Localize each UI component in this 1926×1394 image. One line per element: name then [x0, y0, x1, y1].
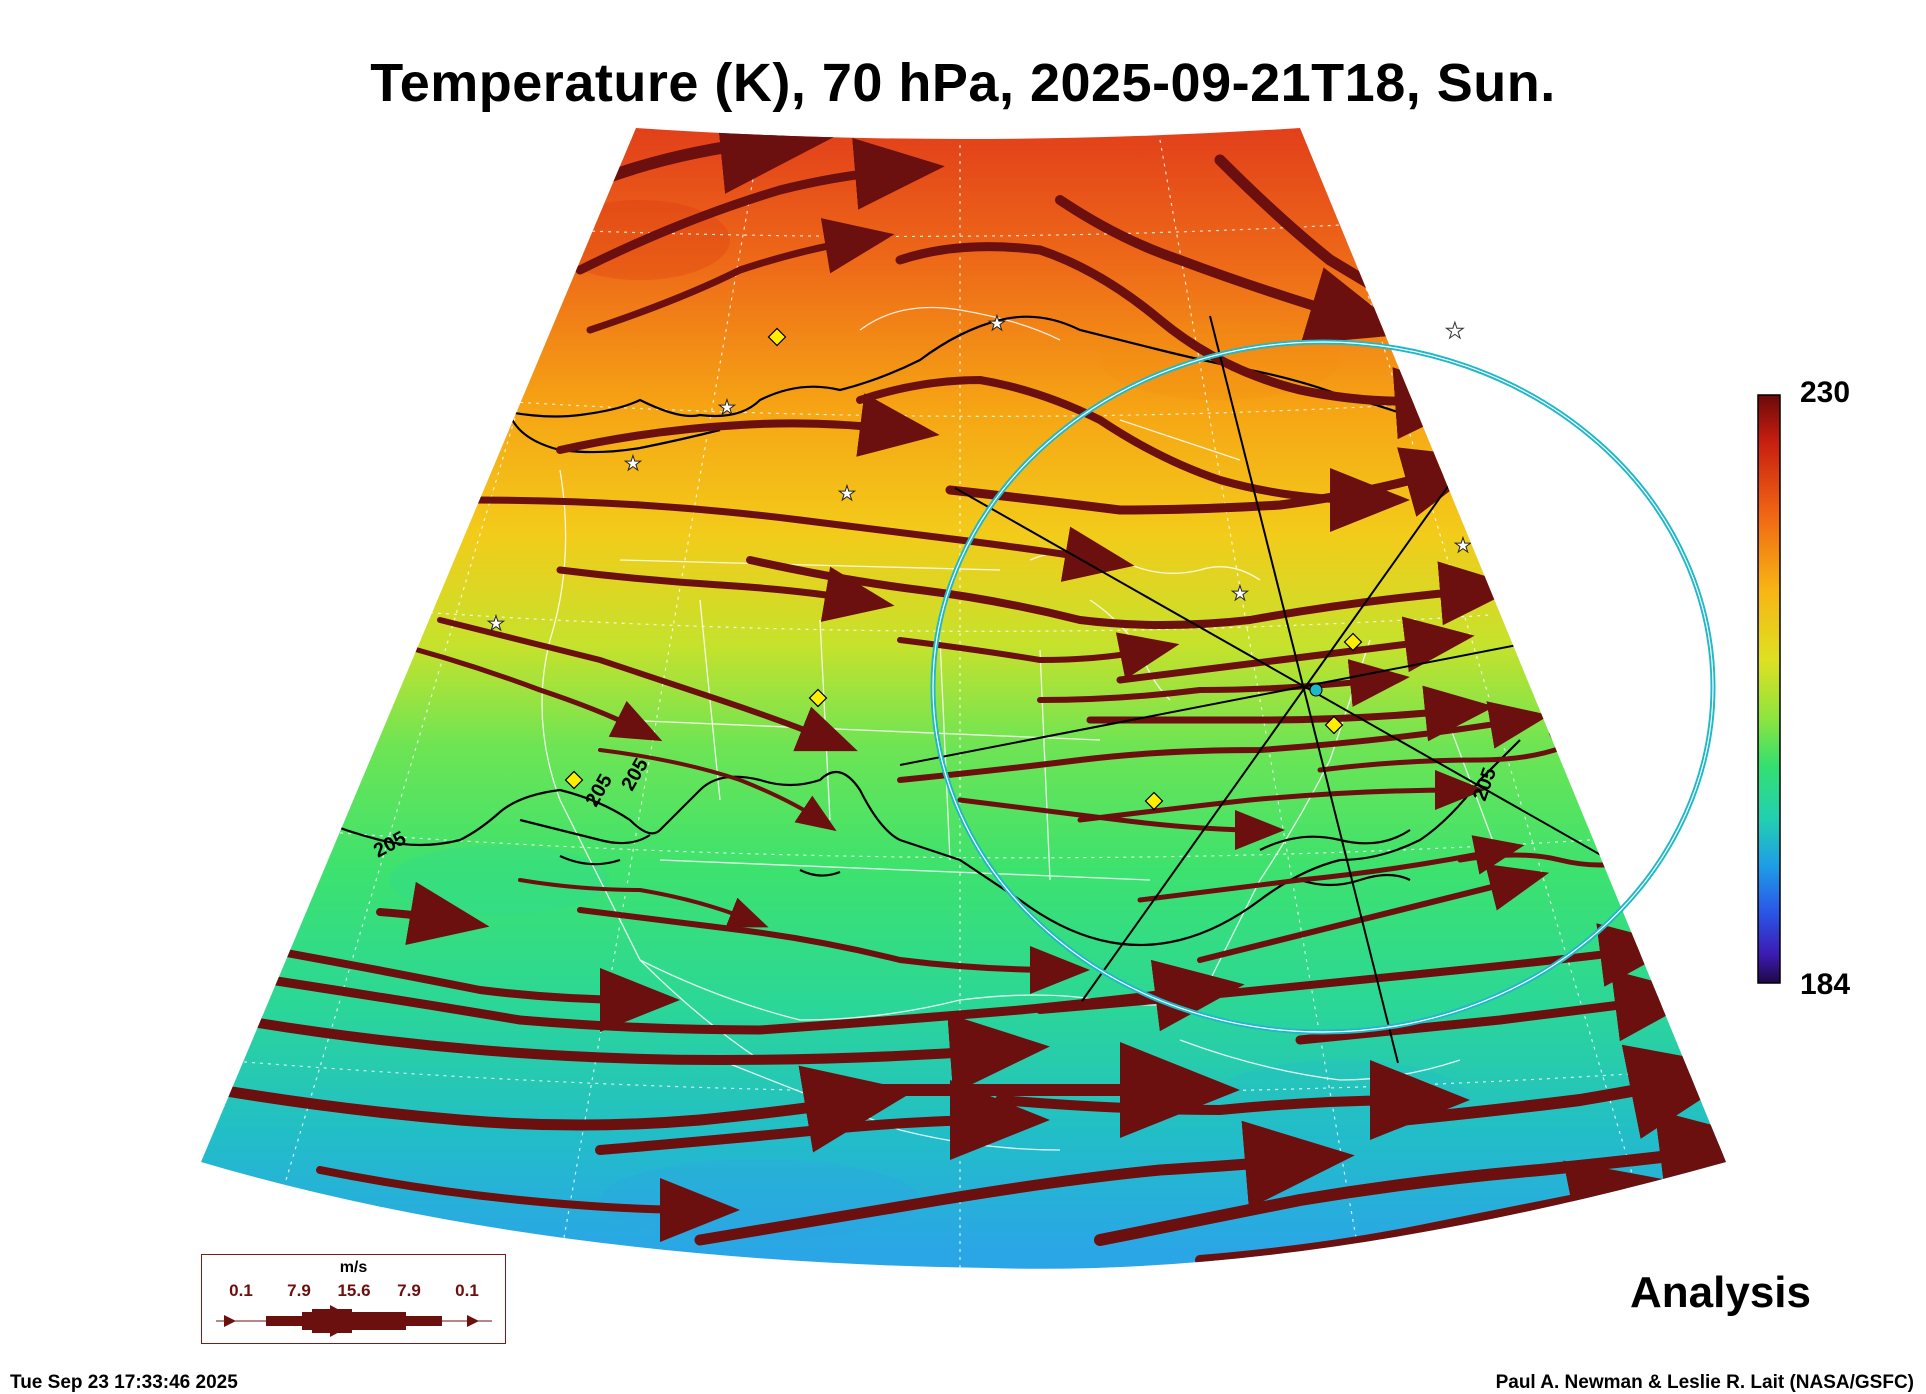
- colorbar: [1757, 394, 1781, 984]
- star-marker: ★: [487, 613, 505, 635]
- legend-value: 0.1: [229, 1281, 253, 1300]
- legend-value: 15.6: [337, 1281, 371, 1300]
- streamline: [1195, 1160, 1670, 1265]
- streamline: [1037, 659, 1410, 707]
- streamline: [957, 797, 1285, 850]
- streamline: [1077, 770, 1485, 823]
- star-marker: ★: [838, 483, 856, 505]
- streamline: [266, 946, 680, 1032]
- star-marker: ★: [624, 453, 642, 475]
- streamline: [575, 137, 945, 275]
- streamline: [1055, 195, 1408, 344]
- credit-line: Paul A. Newman & Leslie R. Lait (NASA/GS…: [1495, 1372, 1914, 1393]
- star-marker: ★: [1454, 535, 1472, 557]
- star-marker: ★: [1445, 318, 1465, 343]
- streamline: [556, 566, 895, 622]
- legend-value: 7.9: [397, 1281, 421, 1300]
- streamline: [1116, 616, 1475, 684]
- streamline: [895, 242, 1485, 440]
- streamline: [518, 878, 769, 928]
- streamline: [377, 637, 663, 742]
- streamline: [376, 881, 490, 945]
- analysis-label: Analysis: [1630, 1268, 1811, 1317]
- streamline: [556, 393, 940, 457]
- streamline: [586, 218, 895, 334]
- streamline: [1295, 969, 1705, 1045]
- legend-value: 7.9: [287, 1281, 311, 1300]
- streamline: [856, 375, 1410, 532]
- star-marker: ★: [718, 397, 736, 419]
- streamline: [316, 1166, 740, 1242]
- legend-value: 0.1: [455, 1281, 479, 1300]
- diamond-marker: [1324, 715, 1344, 735]
- star-marker: ★: [988, 313, 1006, 335]
- streamline: [1036, 923, 1680, 1014]
- diamond-marker: [1144, 791, 1164, 811]
- streamline: [995, 1060, 1470, 1141]
- colorbar-max-label: 230: [1800, 376, 1851, 409]
- legend-arrow: [216, 1305, 492, 1337]
- streamline: [235, 1013, 1050, 1094]
- diamond-marker: [564, 770, 584, 790]
- colorbar-min-label: 184: [1800, 968, 1851, 1001]
- marker-diamonds: [564, 327, 1363, 811]
- timestamp: Tue Sep 23 17:33:46 2025: [10, 1372, 238, 1393]
- streamline: [577, 907, 1090, 994]
- marker-stars: ★ ★ ★ ★ ★ ★ ★: [487, 313, 1473, 636]
- streamline: [1086, 685, 1495, 742]
- streamline: [746, 556, 1520, 629]
- diamond-marker: [1343, 632, 1363, 652]
- wind-streamlines: [214, 128, 1726, 1265]
- streamline: [1197, 863, 1550, 963]
- diamond-marker: [808, 688, 828, 708]
- sun-center-marker: [1309, 683, 1323, 697]
- legend-unit: m/s: [339, 1259, 368, 1276]
- map-title: Temperature (K), 70 hPa, 2025-09-21T18, …: [370, 53, 1556, 113]
- streamline: [897, 632, 1180, 680]
- star-marker: ★: [1231, 583, 1249, 605]
- streamline: [595, 1080, 1050, 1161]
- streamline: [1317, 728, 1603, 773]
- streamline: [945, 447, 1494, 517]
- streamline: [214, 1065, 915, 1153]
- streamline: [437, 617, 858, 752]
- streamline: [598, 748, 837, 832]
- temperature-field: [201, 128, 1726, 1269]
- sun-circle: [930, 339, 1716, 1035]
- streamline: [1137, 835, 1525, 903]
- streamline: [897, 701, 1550, 783]
- streamline: [1394, 1044, 1726, 1139]
- streamline: [594, 128, 840, 194]
- streamline: [466, 496, 1135, 582]
- wind-speed-legend: m/s 0.1 7.9 15.6 7.9 0.1: [201, 1254, 506, 1344]
- streamline: [694, 1120, 1355, 1246]
- diamond-marker: [767, 327, 787, 347]
